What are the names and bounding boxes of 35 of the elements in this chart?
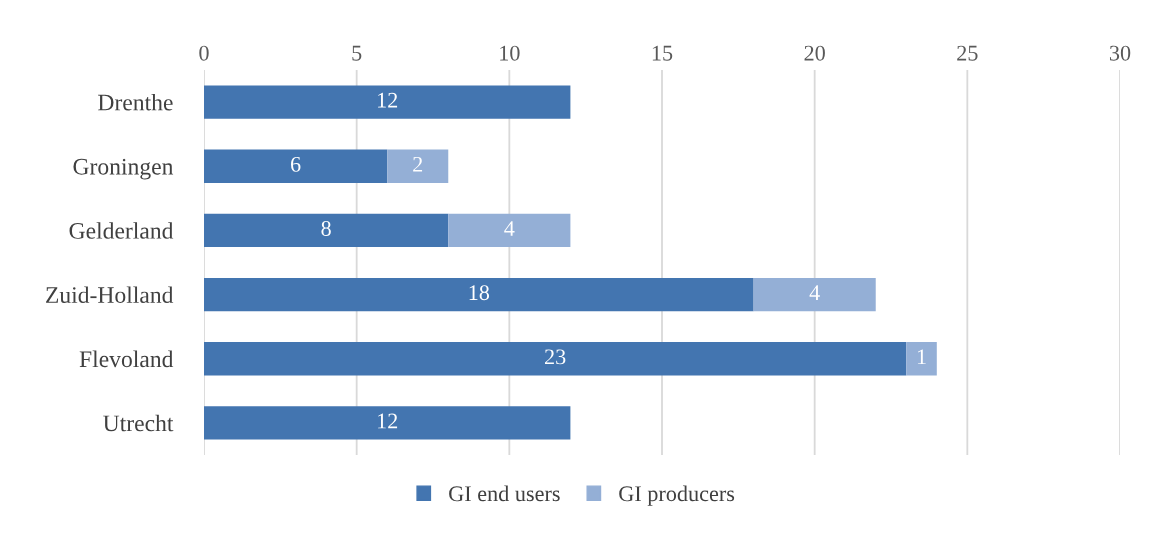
y-tick-label: Flevoland (79, 350, 174, 368)
y-tick-label: Gelderland (69, 222, 174, 239)
y-tick-label: Drenthe (98, 93, 173, 111)
bar (204, 342, 907, 376)
bar (753, 277, 876, 312)
data-label: 8 (321, 220, 331, 236)
bar (204, 277, 754, 312)
x-tick-label: 0 (199, 45, 209, 61)
x-tick-label: 15 (652, 45, 673, 61)
y-tick-label: Utrecht (103, 414, 174, 432)
x-tick-label: 20 (804, 45, 825, 61)
data-label: 12 (378, 413, 398, 429)
y-tick-label: Groningen (73, 158, 174, 180)
data-label: 2 (413, 156, 423, 172)
bar (204, 85, 571, 119)
legend-label: GI producers (619, 485, 735, 506)
bar (204, 406, 571, 440)
bar (906, 342, 937, 376)
data-label: 6 (291, 156, 301, 172)
data-label: 1 (917, 349, 926, 365)
bar (204, 149, 388, 183)
legend-label: GI end users (449, 485, 560, 502)
x-tick-label: 30 (1109, 45, 1131, 61)
x-tick-label: 5 (352, 45, 362, 61)
y-tick-label: Zuid-Holland (46, 286, 174, 304)
data-label: 4 (809, 285, 820, 300)
data-label: 4 (504, 221, 515, 236)
x-tick-label: 10 (500, 45, 520, 61)
bar (387, 149, 449, 183)
x-tick-label: 25 (957, 45, 978, 61)
data-label: 23 (545, 349, 566, 365)
bar (204, 213, 449, 248)
data-label: 12 (378, 92, 398, 108)
data-label: 18 (469, 285, 490, 301)
bar (448, 213, 571, 248)
